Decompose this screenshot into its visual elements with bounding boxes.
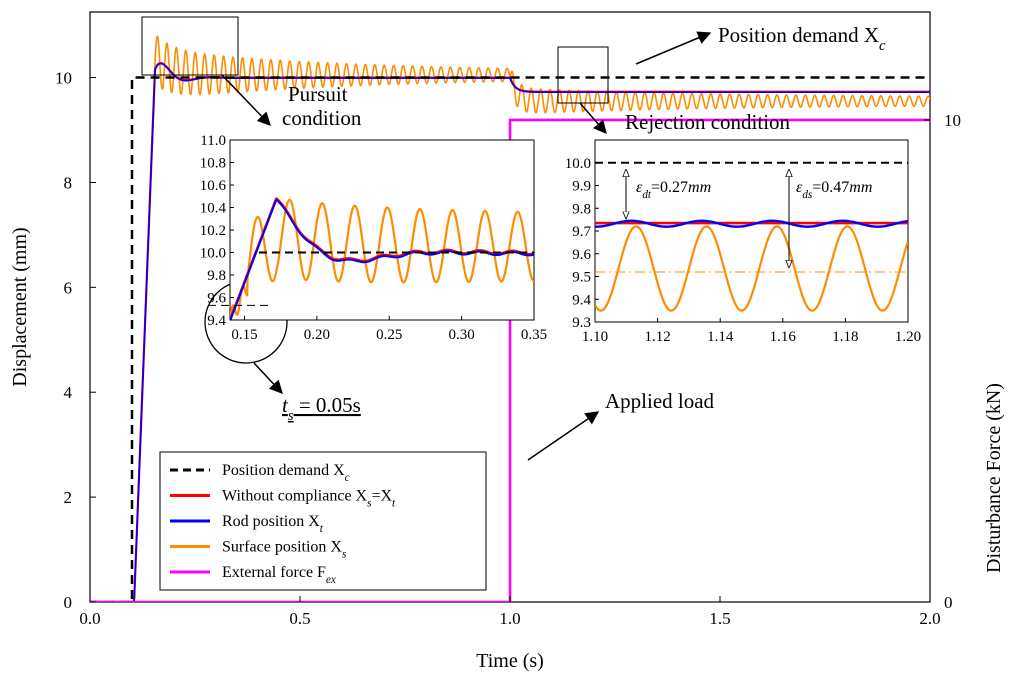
y2-tick-label: 10 — [944, 111, 961, 130]
inset-pursuit-y-tick-label: 9.6 — [207, 291, 226, 307]
ts-label: ts = 0.05s — [282, 393, 361, 424]
legend-label: Rod position Xt — [222, 513, 324, 535]
y-tick-label: 8 — [64, 173, 73, 192]
inset-pursuit-x-tick-label: 0.15 — [231, 327, 257, 343]
inset-pursuit-series — [230, 197, 534, 320]
inset-pursuit-y-tick-label: 10.8 — [200, 156, 226, 172]
inset-pursuit-x-tick-label: 0.30 — [448, 327, 474, 343]
inset-rejection-y-tick-label: 9.9 — [572, 179, 591, 195]
inset-rejection-y-tick-label: 10.0 — [565, 156, 591, 172]
y-tick-label: 6 — [64, 278, 73, 297]
pursuit-label-line2: condition — [282, 106, 362, 130]
inset-pursuit-surface-line — [230, 198, 534, 320]
zoom-box-rejection — [557, 46, 609, 104]
x-tick-label: 2.0 — [919, 609, 940, 628]
inset-pursuit-y-tick-label: 10.2 — [200, 223, 226, 239]
eds-label: εds=0.47mm — [796, 179, 872, 201]
demand-label: Position demand Xc — [718, 23, 886, 54]
demand-arrow — [635, 31, 712, 65]
zoom-box-pursuit — [141, 16, 239, 76]
x-axis-title: Time (s) — [476, 650, 544, 672]
rejection-arrow — [579, 102, 607, 135]
inset-rejection-y-tick-label: 9.3 — [572, 315, 591, 331]
inset-rejection-y-tick-label: 9.5 — [572, 270, 591, 286]
inset-pursuit-y-tick-label: 10.6 — [200, 178, 227, 194]
inset-rejection-x-tick-label: 1.12 — [644, 329, 670, 345]
legend-label: Position demand Xc — [222, 462, 350, 484]
series-position-demand-line — [90, 76, 930, 602]
inset-rejection-surface-line — [595, 225, 908, 312]
inset-rejection: 1.10 1.12 1.14 1.16 1.18 1.20 9.3 9.4 9.5 9.6 9.7 9… — [565, 139, 921, 345]
pursuit-arrow — [221, 74, 271, 126]
inset-rejection-x-tick-label: 1.16 — [770, 329, 797, 345]
inset-rejection-x-tick-label: 1.14 — [707, 329, 734, 345]
inset-pursuit: 0.15 0.20 0.25 0.30 0.35 9.4 9.6 9.8 10.0 10.2 10.… — [200, 133, 547, 343]
inset-rejection-x-tick-label: 1.18 — [832, 329, 858, 345]
legend-label: Surface position Xs — [222, 539, 347, 561]
x-tick-label: 1.5 — [709, 609, 730, 628]
y-tick-label: 2 — [64, 488, 73, 507]
x-tick-label: 0.0 — [79, 609, 100, 628]
y-axis-title: Displacement (mm) — [9, 227, 31, 386]
y-tick-label: 10 — [55, 69, 72, 88]
inset-rejection-y-tick-label: 9.6 — [572, 247, 591, 263]
inset-rejection-frame — [594, 139, 909, 323]
applied-load-label: Applied load — [605, 389, 715, 413]
inset-rejection-y-tick-label: 9.8 — [572, 201, 591, 217]
inset-pursuit-x-tick-label: 0.20 — [304, 327, 330, 343]
inset-pursuit-y-tick-label: 10.0 — [200, 246, 226, 262]
y-tick-label: 4 — [64, 383, 73, 402]
inset-rejection-x-tick-label: 1.20 — [895, 329, 921, 345]
legend-box — [159, 451, 487, 591]
inset-pursuit-y-tick-label: 9.4 — [207, 313, 226, 329]
y-tick-label: 0 — [64, 593, 73, 612]
legend-label: Without compliance Xs=Xt — [222, 488, 396, 510]
inset-pursuit-x-tick-label: 0.35 — [521, 327, 547, 343]
main-series-layer — [90, 35, 930, 602]
inset-rejection-series — [595, 161, 908, 312]
pursuit-label-line1: Pursuit — [288, 82, 348, 106]
ts-arrow — [253, 362, 283, 394]
legend: Position demand Xc Without compliance Xs=… — [159, 451, 487, 591]
inset-rejection-y-tick-label: 9.4 — [572, 292, 591, 308]
legend-label: External force Fex — [222, 564, 336, 586]
y2-tick-label: 0 — [944, 593, 953, 612]
inset-pursuit-y-tick-label: 11.0 — [200, 133, 226, 149]
rejection-label: Rejection condition — [625, 110, 791, 134]
edt-label: εdt=0.27mm — [636, 179, 711, 201]
x-tick-label: 1.0 — [499, 609, 520, 628]
inset-rejection-x-tick-label: 1.10 — [582, 329, 608, 345]
applied-load-arrow — [527, 411, 600, 461]
inset-rejection-y-tick-label: 9.7 — [572, 224, 591, 240]
series-external-force-line — [90, 118, 930, 602]
inset-pursuit-x-tick-label: 0.25 — [376, 327, 402, 343]
inset-pursuit-y-tick-label: 9.8 — [207, 268, 226, 284]
x-tick-label: 0.5 — [289, 609, 310, 628]
inset-rejection-rod-line — [595, 219, 908, 228]
y2-axis-title: Disturbance Force (kN) — [983, 383, 1005, 573]
inset-pursuit-y-tick-label: 10.4 — [200, 201, 227, 217]
